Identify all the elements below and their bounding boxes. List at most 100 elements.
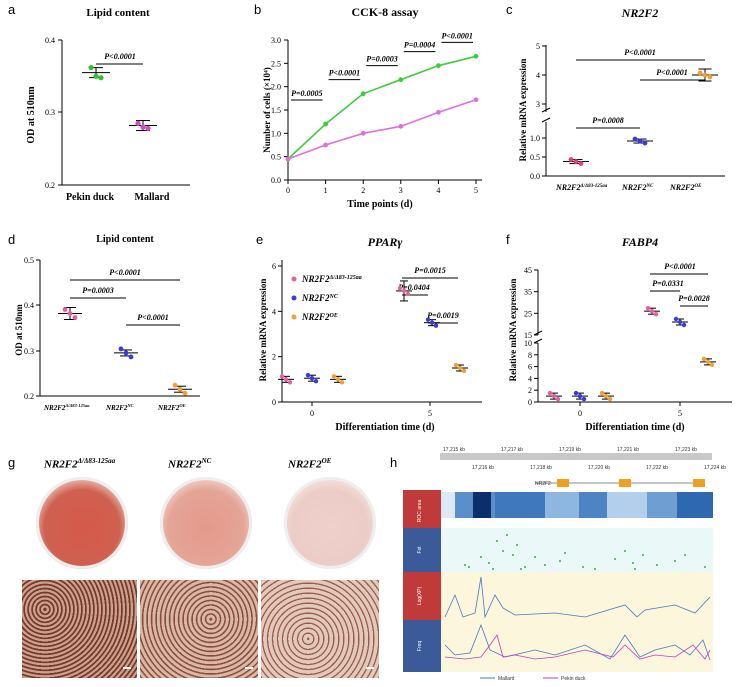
pvalue-label: P=0.0003 <box>82 286 113 295</box>
svg-text:NR2F2Δ/Δ83-125aa: NR2F2Δ/Δ83-125aa <box>43 403 90 412</box>
panel-e-ylabel: Relative mRNA expression <box>258 279 268 382</box>
data-point <box>279 374 285 379</box>
data-point <box>599 390 605 396</box>
tick-label: 5 <box>428 409 432 418</box>
panel-a-marks <box>82 64 157 132</box>
fst-point <box>624 550 626 552</box>
fst-point <box>582 566 584 568</box>
panel-c-categories: NR2F2Δ/Δ83-125aa NR2F2NC NR2F2OE <box>555 183 702 192</box>
data-point <box>182 390 188 396</box>
panel-e-legend: NR2F2Δ/Δ83-125aa NR2F2NC NR2F2OE <box>291 274 362 322</box>
data-point <box>453 362 459 368</box>
series-line <box>287 55 477 160</box>
panel-d-title: Lipid content <box>96 234 154 245</box>
pvalue-label: P=0.0003 <box>366 55 397 64</box>
fst-point <box>516 544 518 546</box>
panel-d: d Lipid content OD at 510nm 0.2 0.3 0.4 … <box>8 232 200 412</box>
tick-label: 0.4 <box>24 301 34 310</box>
data-point <box>547 390 553 396</box>
tick-label: 4 <box>436 186 440 195</box>
data-point <box>649 308 655 314</box>
coord-label: 17,217 kb <box>501 447 523 453</box>
tick-label: 3 <box>536 100 540 109</box>
tick-label: 25 <box>524 309 532 318</box>
fst-point <box>492 568 494 570</box>
panel-b-title: CCK-8 assay <box>351 5 418 19</box>
legend-sup: Δ/Δ83-125aa <box>329 275 362 281</box>
data-point <box>473 97 479 103</box>
data-point <box>285 156 291 162</box>
tick-label: 35 <box>524 288 532 297</box>
coord-label: 17,221 kb <box>617 447 639 453</box>
fst-point <box>502 550 504 552</box>
fst-point <box>464 564 466 566</box>
tick-label: 4 <box>536 71 540 80</box>
data-point <box>573 159 579 164</box>
pvalue-label: P=0.0019 <box>427 311 458 320</box>
pvalue-label: P<0.0001 <box>137 313 168 322</box>
legend-label: NR2F2 <box>301 274 330 284</box>
freq-track <box>441 620 713 672</box>
data-point <box>93 73 99 79</box>
tick-label: 2 <box>528 386 532 395</box>
scale-bar <box>245 667 253 669</box>
panel-e: e PPARγ Relative mRNA expression Differe… <box>256 232 482 433</box>
category-sup: OE <box>179 403 185 408</box>
data-point <box>436 63 441 69</box>
micrograph-knockout <box>22 580 137 678</box>
micrograph-oe <box>261 580 379 678</box>
panel-f-title: FABP4 <box>621 235 658 249</box>
tick-label: 0.5 <box>530 153 540 162</box>
panel-d-axes: 0.2 0.3 0.4 0.5 <box>24 256 200 401</box>
category-sup: Δ/Δ83-125aa <box>64 403 90 408</box>
data-point <box>642 140 648 146</box>
coord-label: 17,223 kb <box>675 447 697 453</box>
tick-label: 4 <box>272 307 276 316</box>
tick-label: 2.5 <box>271 59 281 68</box>
data-point <box>707 74 713 80</box>
panel-b: b CCK-8 assay Number of cells (×10⁴) Tim… <box>254 2 482 210</box>
category-label: NR2F2 <box>105 404 128 412</box>
data-point <box>577 393 583 399</box>
fst-point <box>656 564 658 566</box>
data-point <box>637 138 643 144</box>
panel-label-c: c <box>506 2 513 17</box>
data-point <box>140 124 146 130</box>
data-point <box>323 142 328 148</box>
tick-label: 1 <box>324 186 328 195</box>
fst-point <box>544 564 546 566</box>
data-point <box>697 70 703 76</box>
tick-label: 6 <box>272 262 276 271</box>
tick-label: 2 <box>272 353 276 362</box>
pvalue-label: P<0.0001 <box>104 52 135 61</box>
data-point <box>398 123 404 129</box>
panel-e-title: PPARγ <box>368 235 403 249</box>
series-line <box>287 98 477 160</box>
data-point <box>123 350 129 356</box>
svg-text:NR2F2Δ/Δ83-125aa: NR2F2Δ/Δ83-125aa <box>301 274 362 284</box>
tick-label: 1.0 <box>530 134 540 143</box>
category-label: NR2F2 <box>621 183 646 192</box>
pvalue-label: P=0.0005 <box>291 89 322 98</box>
legend-label: Mallard <box>498 676 515 682</box>
panel-f-axes <box>533 270 732 403</box>
fst-point <box>632 562 634 564</box>
data-point <box>702 72 708 78</box>
coord-label: 17,220 kb <box>588 465 610 471</box>
tick-label: 0 <box>578 409 582 418</box>
exon <box>557 479 569 487</box>
tick-label: 5 <box>678 409 682 418</box>
svg-text:NR2F2OE: NR2F2OE <box>669 183 702 192</box>
category-sup: Δ/Δ83-125aa <box>579 184 607 189</box>
fst-track <box>441 528 713 572</box>
data-point <box>429 320 435 325</box>
coord-label: 17,222 kb <box>646 465 668 471</box>
tick-label: 0 <box>286 186 290 195</box>
pvalue-label: P<0.0001 <box>624 48 655 57</box>
data-point <box>62 307 68 312</box>
legend-label: NR2F2 <box>301 312 330 322</box>
legend-label: NR2F2 <box>301 293 330 303</box>
legend-marker <box>291 314 297 320</box>
fst-point <box>674 560 676 562</box>
data-point <box>360 91 366 97</box>
